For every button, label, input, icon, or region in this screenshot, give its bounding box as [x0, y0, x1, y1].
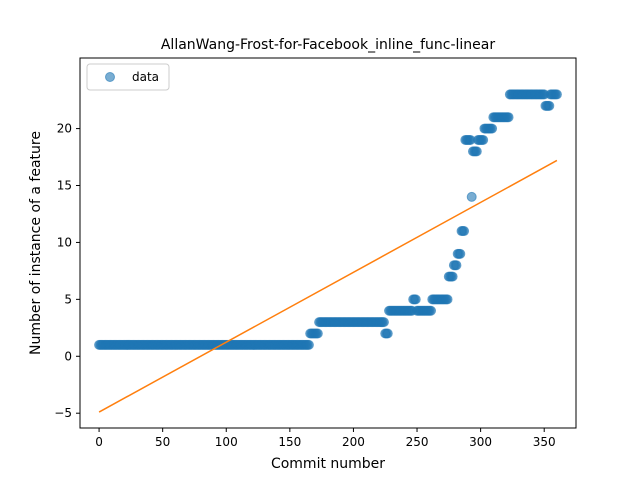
data-point	[466, 191, 477, 202]
axis-ticks: 0 50 100 150 200 250 300 350 −5 0 5 10 15 20	[54, 122, 555, 449]
x-tick-label: 50	[155, 435, 170, 449]
data-point	[478, 134, 489, 145]
fit-line	[98, 159, 558, 413]
data-point	[455, 248, 466, 259]
plot-area	[94, 89, 562, 413]
data-point	[442, 294, 453, 305]
x-tick-label: 350	[533, 435, 556, 449]
data-point	[551, 89, 562, 100]
y-axis-label: Number of instance of a feature	[28, 131, 44, 355]
y-tick-label: 20	[57, 122, 72, 136]
y-tick-label: 0	[64, 349, 72, 363]
data-point	[426, 305, 437, 316]
x-tick-label: 200	[342, 435, 365, 449]
data-point	[447, 271, 458, 282]
x-tick-label: 300	[469, 435, 492, 449]
data-point	[312, 328, 323, 339]
data-point	[544, 100, 555, 111]
y-tick-label: 15	[57, 179, 72, 193]
data-point	[378, 317, 389, 328]
y-tick-label: 10	[57, 235, 72, 249]
data-point	[503, 112, 514, 123]
y-tick-label: 5	[64, 292, 72, 306]
x-tick-label: 150	[278, 435, 301, 449]
x-tick-label: 100	[215, 435, 238, 449]
x-tick-label: 250	[406, 435, 429, 449]
y-tick-label: −5	[54, 406, 72, 420]
x-axis-label: Commit number	[271, 456, 385, 472]
data-point	[410, 294, 421, 305]
legend-marker-data	[105, 72, 115, 82]
data-point	[487, 123, 498, 134]
data-point	[382, 328, 393, 339]
data-point	[451, 260, 462, 271]
legend: data	[86, 63, 170, 91]
data-point	[303, 339, 314, 350]
data-point	[471, 146, 482, 157]
plot-frame	[79, 57, 577, 429]
data-point	[459, 226, 470, 237]
legend-label-data: data	[132, 70, 159, 84]
legend-box	[86, 63, 170, 91]
chart-title: AllanWang-Frost-for-Facebook_inline_func…	[161, 37, 496, 53]
x-tick-label: 0	[95, 435, 103, 449]
